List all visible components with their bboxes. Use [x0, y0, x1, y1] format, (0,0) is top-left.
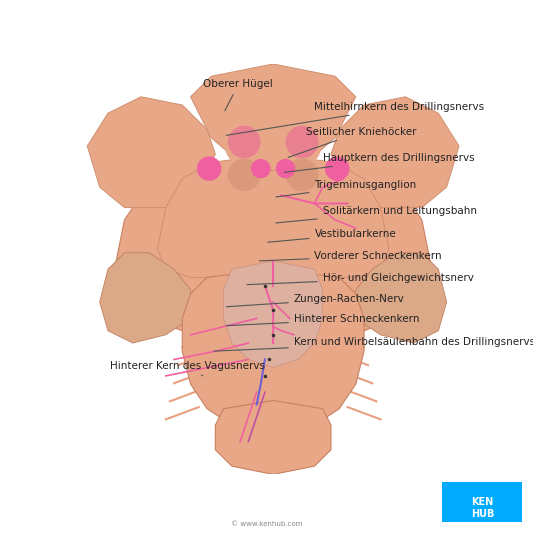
- Text: KEN: KEN: [471, 497, 494, 507]
- Circle shape: [277, 159, 295, 177]
- Polygon shape: [87, 97, 215, 207]
- Text: Hinterer Schneckenkern: Hinterer Schneckenkern: [227, 314, 419, 326]
- Polygon shape: [356, 253, 447, 343]
- Text: Solitärkern und Leitungsbahn: Solitärkern und Leitungsbahn: [276, 206, 477, 223]
- Circle shape: [229, 126, 260, 158]
- Text: Oberer Hügel: Oberer Hügel: [204, 79, 273, 111]
- Polygon shape: [116, 171, 430, 335]
- Circle shape: [252, 159, 270, 177]
- Circle shape: [225, 127, 263, 165]
- Circle shape: [198, 157, 221, 180]
- FancyBboxPatch shape: [442, 482, 522, 522]
- Polygon shape: [100, 253, 191, 343]
- Text: Vorderer Schneckenkern: Vorderer Schneckenkern: [260, 251, 442, 261]
- Text: Trigeminusganglion: Trigeminusganglion: [276, 180, 417, 197]
- Polygon shape: [331, 97, 459, 207]
- Text: © www.kenhub.com: © www.kenhub.com: [231, 521, 302, 527]
- Circle shape: [229, 159, 260, 190]
- Text: Vestibularkerne: Vestibularkerne: [268, 229, 396, 242]
- Text: Kern und Wirbelsäulenbahn des Drillingsnervs: Kern und Wirbelsäulenbahn des Drillingsn…: [214, 337, 533, 351]
- Text: Zungen-Rachen-Nerv: Zungen-Rachen-Nerv: [227, 294, 405, 306]
- Circle shape: [286, 126, 318, 158]
- Polygon shape: [191, 64, 356, 171]
- Circle shape: [286, 159, 318, 190]
- Polygon shape: [182, 269, 364, 433]
- Text: HUB: HUB: [471, 510, 494, 519]
- Circle shape: [326, 157, 349, 180]
- Polygon shape: [215, 400, 331, 474]
- Circle shape: [284, 127, 321, 165]
- Text: Mittelhirnkern des Drillingsnervs: Mittelhirnkern des Drillingsnervs: [227, 102, 484, 135]
- Text: Hauptkern des Drillingsnervs: Hauptkern des Drillingsnervs: [284, 154, 474, 172]
- Polygon shape: [158, 154, 389, 277]
- Text: Hör- und Gleichgewichtsnerv: Hör- und Gleichgewichtsnerv: [247, 273, 474, 285]
- Text: Hinterer Kern des Vagusnervs: Hinterer Kern des Vagusnervs: [110, 361, 265, 376]
- Text: Seitlicher Kniehöcker: Seitlicher Kniehöcker: [288, 127, 417, 157]
- Polygon shape: [224, 261, 322, 368]
